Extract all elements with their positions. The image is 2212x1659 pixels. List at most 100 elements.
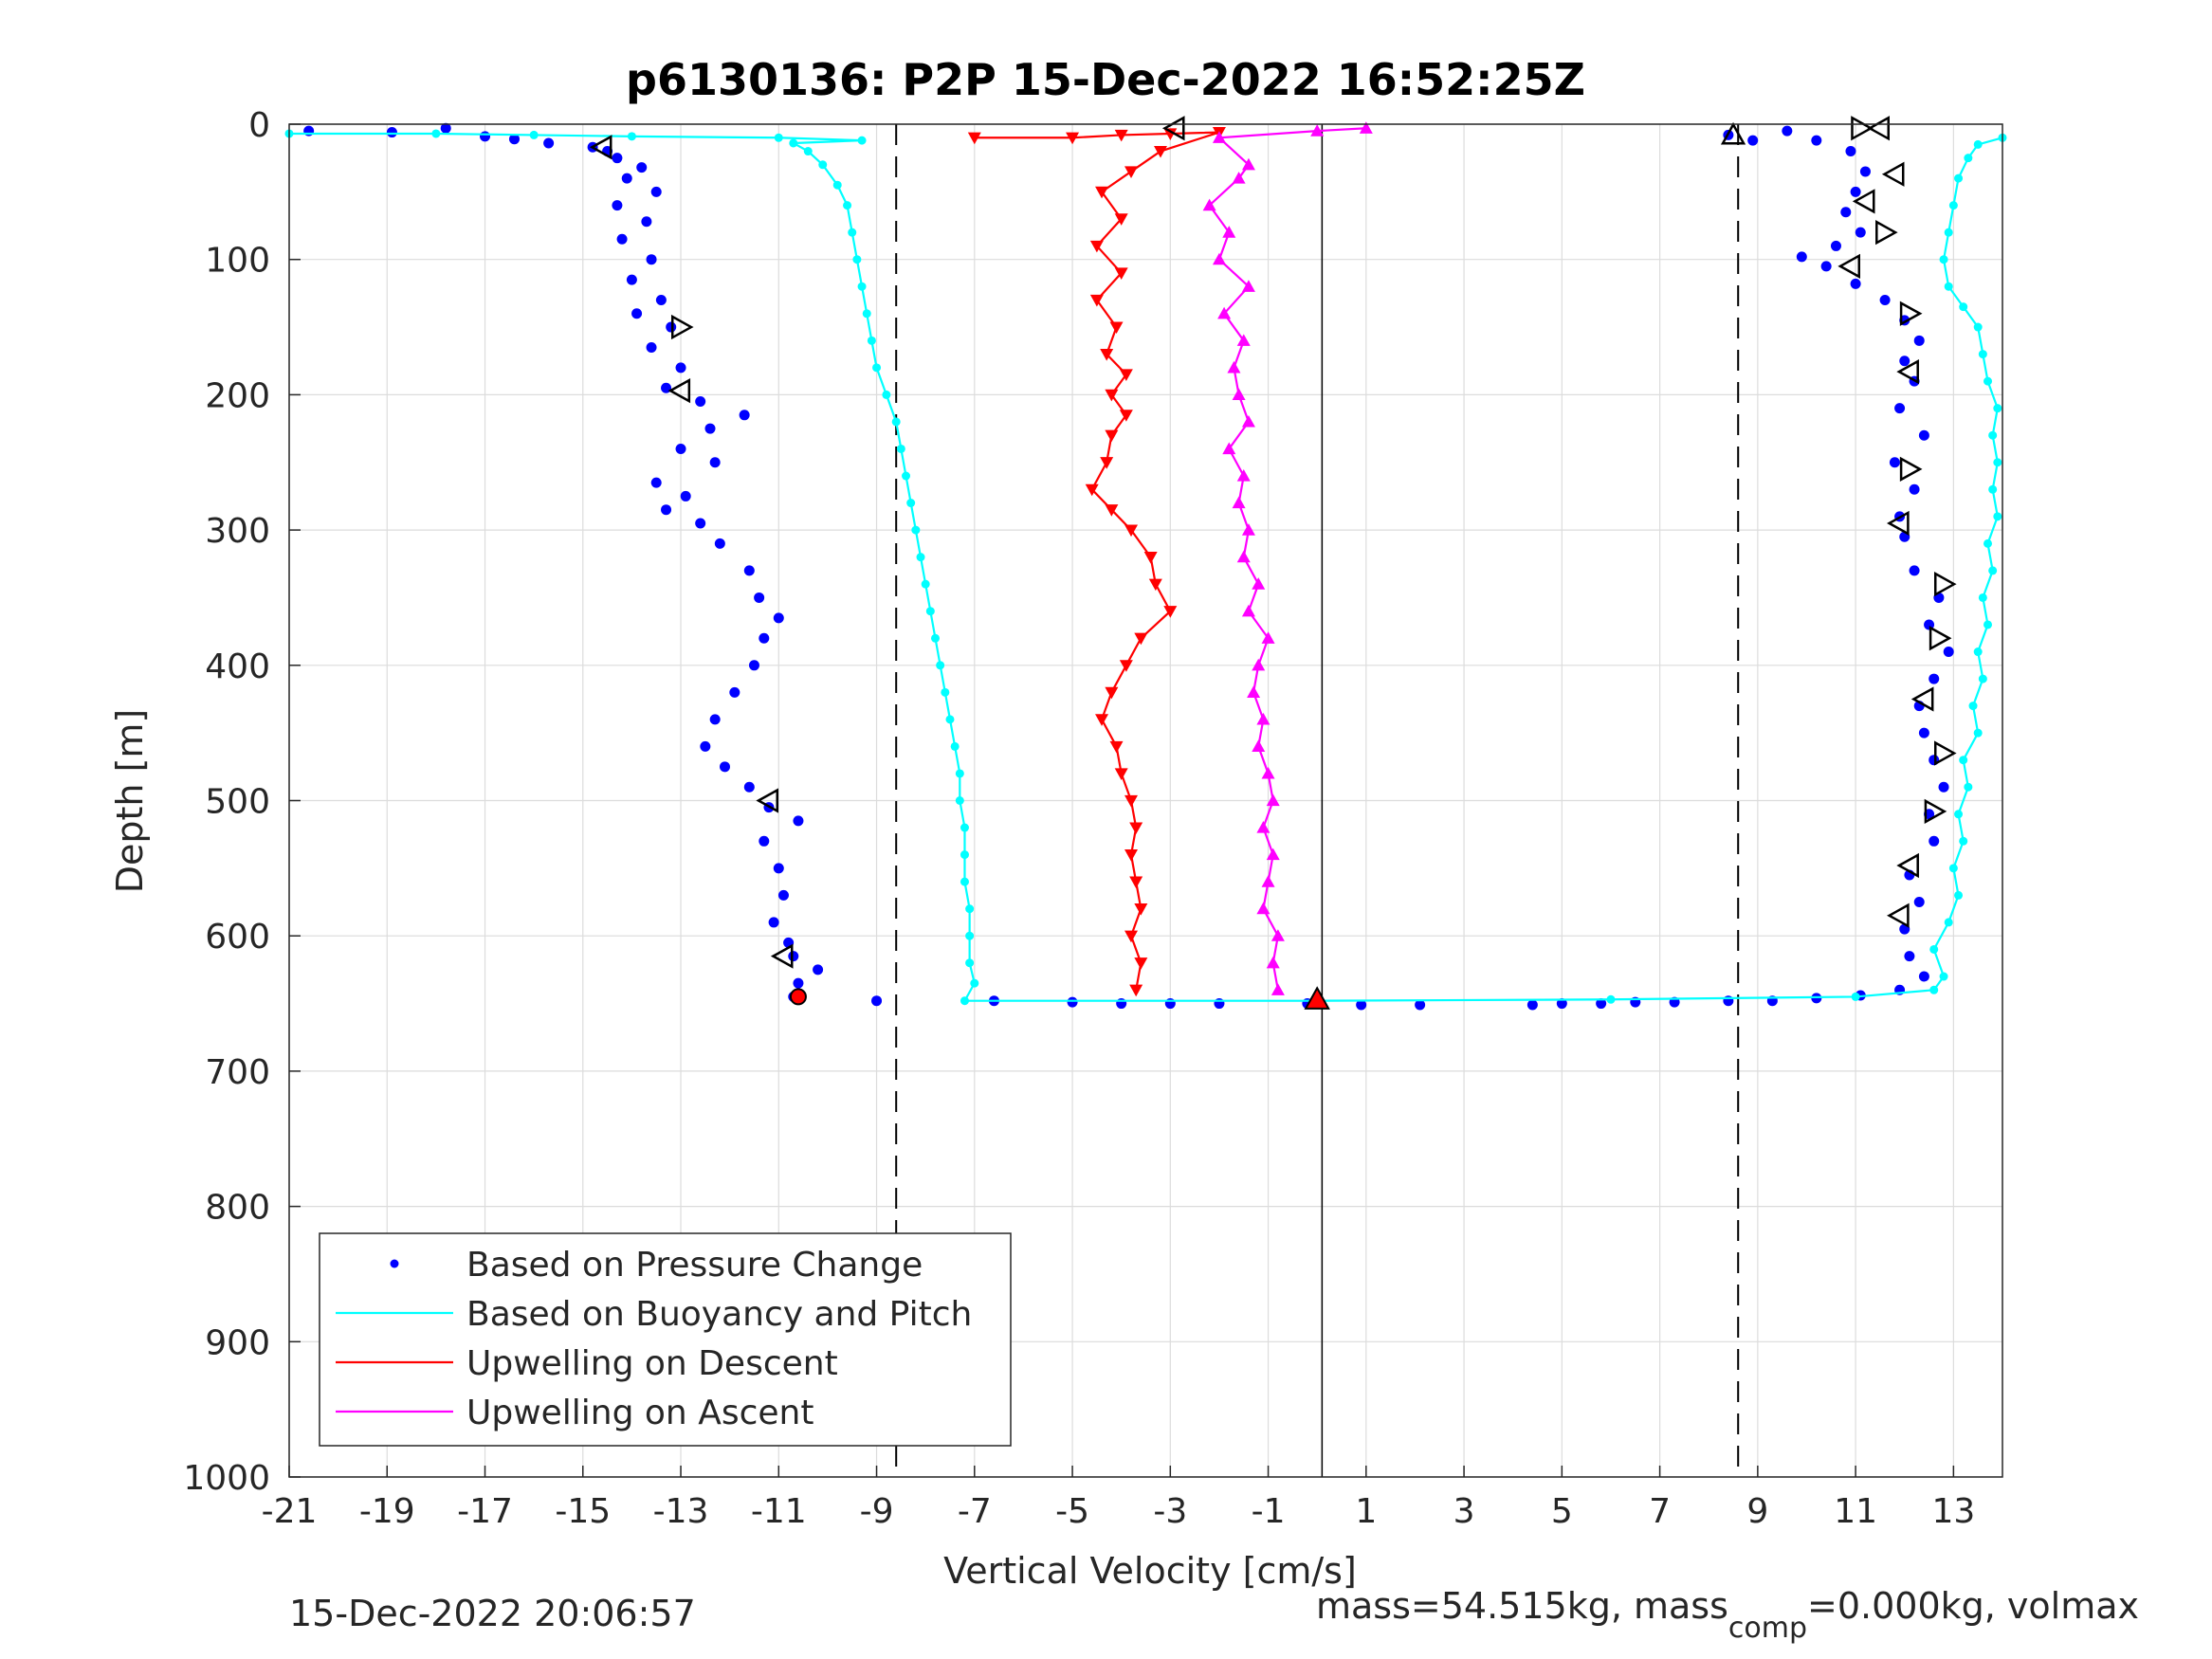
- data-point: [1939, 255, 1948, 264]
- legend: Based on Pressure Change Based on Buoyanc…: [319, 1232, 1012, 1447]
- data-point: [1261, 631, 1275, 644]
- x-tick-label: -19: [359, 1492, 415, 1531]
- data-point: [857, 282, 867, 291]
- data-point: [661, 504, 672, 516]
- data-point: [1850, 186, 1861, 197]
- data-point: [955, 796, 964, 805]
- x-tick-label: 13: [1931, 1492, 1975, 1531]
- turn-marker: [1933, 740, 1957, 766]
- data-point: [1993, 458, 2002, 467]
- data-point: [1954, 810, 1964, 819]
- data-point: [936, 661, 945, 670]
- data-point: [793, 815, 804, 827]
- data-point: [832, 180, 842, 190]
- legend-label: Based on Buoyancy and Pitch: [466, 1295, 972, 1334]
- data-point: [818, 160, 828, 170]
- legend-label: Based on Pressure Change: [466, 1246, 923, 1285]
- data-point: [1993, 512, 2002, 521]
- data-point: [1359, 121, 1373, 134]
- data-point: [1596, 998, 1607, 1010]
- data-point: [1241, 414, 1255, 428]
- data-point: [1973, 728, 1983, 738]
- data-point: [1929, 673, 1940, 684]
- data-point: [1988, 566, 1998, 575]
- data-point: [1202, 198, 1216, 211]
- x-tick-label: -13: [653, 1492, 709, 1531]
- data-point: [1978, 350, 1987, 359]
- data-point: [1109, 740, 1124, 754]
- data-point: [1918, 971, 1929, 982]
- data-point: [1119, 369, 1133, 381]
- data-point: [960, 823, 969, 832]
- data-point: [1236, 469, 1251, 482]
- data-point: [675, 443, 686, 454]
- data-point: [777, 889, 789, 901]
- data-point: [867, 336, 876, 345]
- data-point: [1089, 240, 1104, 253]
- data-point: [1124, 930, 1139, 943]
- data-point: [1217, 306, 1232, 319]
- data-point: [529, 130, 539, 139]
- x-tick-label: -9: [860, 1492, 894, 1531]
- data-point: [872, 363, 882, 373]
- x-tick-label: 9: [1746, 1492, 1768, 1531]
- reference-lines: [895, 124, 1740, 1477]
- data-point: [1236, 334, 1251, 346]
- data-point: [1109, 321, 1124, 335]
- turn-marker: [1881, 161, 1905, 187]
- data-point: [789, 138, 798, 148]
- data-point: [1899, 356, 1910, 367]
- footer-mass-subscript: comp: [1728, 1612, 1807, 1645]
- data-point: [650, 477, 662, 488]
- data-point: [1105, 389, 1119, 402]
- data-point: [1939, 972, 1948, 981]
- data-point: [759, 835, 770, 847]
- footer-mass-text: mass=54.515kg, masscomp=0.000kg, volmax: [1316, 1585, 2139, 1645]
- data-point: [1964, 154, 1973, 163]
- data-point: [1918, 727, 1929, 738]
- data-point: [1811, 135, 1822, 146]
- x-tick-label: -11: [751, 1492, 807, 1531]
- data-point: [793, 977, 804, 989]
- turn-marker: [667, 377, 691, 404]
- data-point: [1944, 282, 1953, 291]
- data-point: [1959, 836, 1968, 846]
- grid-lines: [288, 123, 2002, 1478]
- data-point: [1973, 322, 1983, 332]
- data-point: [1271, 929, 1285, 941]
- data-point: [627, 132, 636, 141]
- data-point: [386, 127, 397, 138]
- data-point: [1089, 294, 1104, 307]
- data-point: [768, 917, 779, 928]
- data-point: [646, 254, 657, 265]
- data-point: [813, 964, 824, 975]
- data-point: [848, 228, 857, 237]
- data-point: [1222, 226, 1236, 238]
- data-point: [646, 341, 657, 353]
- data-point: [1983, 538, 1993, 548]
- data-point: [1851, 992, 1860, 1001]
- data-point: [1948, 864, 1958, 873]
- data-point: [743, 565, 755, 576]
- marker-layer: [589, 116, 1957, 1010]
- end-marker: [1304, 986, 1330, 1010]
- x-tick-label: -5: [1055, 1492, 1089, 1531]
- data-point: [960, 877, 969, 886]
- data-point: [1959, 302, 1968, 312]
- data-point: [921, 579, 930, 589]
- x-tick-label: 11: [1834, 1492, 1877, 1531]
- data-point: [911, 525, 921, 535]
- data-point: [1105, 686, 1119, 700]
- data-point: [1556, 998, 1567, 1010]
- data-point: [1236, 550, 1251, 563]
- data-point: [1143, 552, 1158, 564]
- data-point: [709, 714, 721, 725]
- data-point: [1929, 835, 1940, 847]
- data-point: [1266, 848, 1280, 861]
- y-tick-label: 500: [205, 783, 270, 822]
- data-point: [857, 136, 867, 145]
- data-point: [1241, 280, 1255, 292]
- data-point: [1943, 647, 1954, 658]
- data-point: [1993, 404, 2002, 413]
- data-point: [1105, 429, 1119, 443]
